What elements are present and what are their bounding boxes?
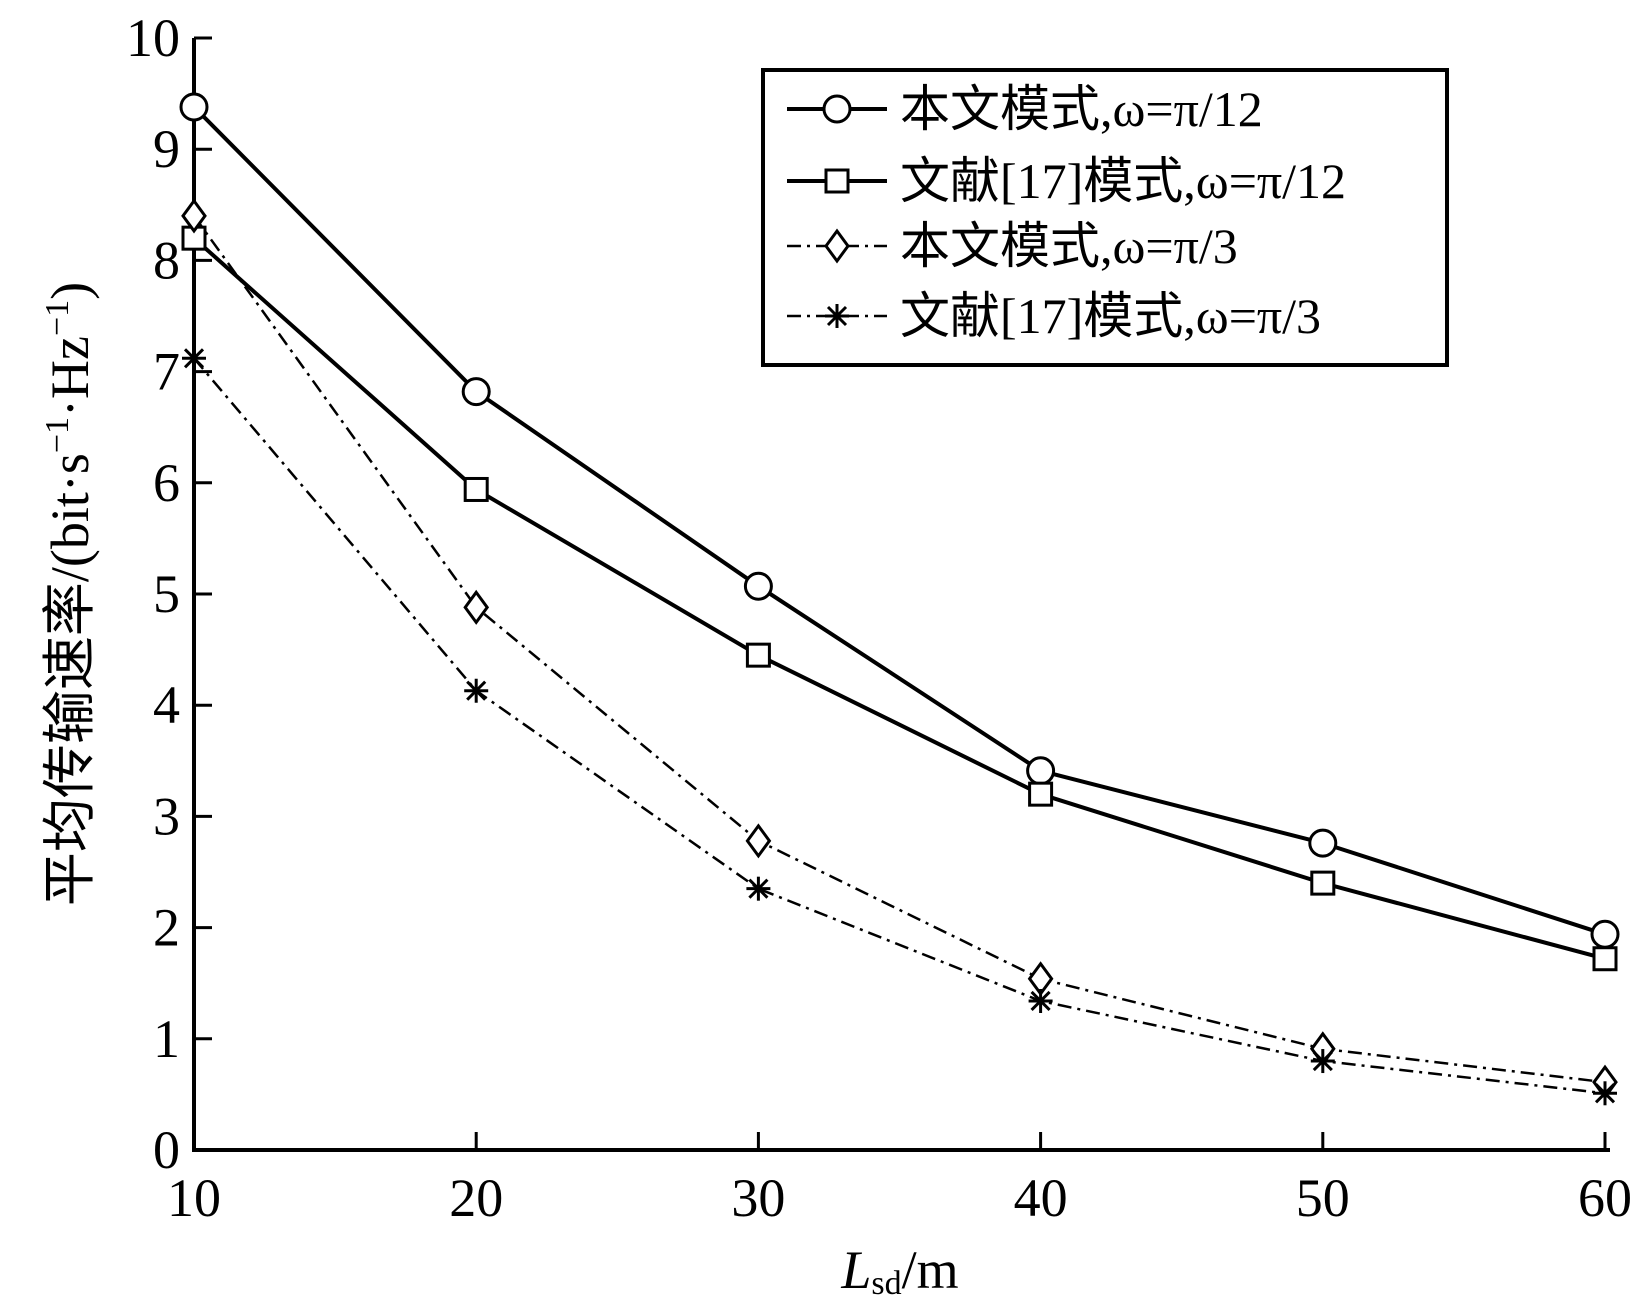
data-point-asterisk [746,876,771,901]
x-tick-label: 20 [449,1168,503,1228]
legend-label: 文献[17]模式,ω=π/12 [900,153,1346,209]
y-tick-label: 3 [153,786,180,846]
y-tick-label: 10 [126,8,180,68]
data-point-asterisk [182,346,206,371]
legend-label: 文献[17]模式,ω=π/3 [900,288,1321,344]
data-point-circle [461,377,491,407]
data-point-circle [179,92,209,122]
data-point-asterisk [464,678,489,703]
series-2 [181,225,1618,972]
series-1 [179,92,1620,949]
y-tick-label: 4 [153,675,180,735]
plot-area: 0 1 2 3 4 5 6 7 8 9 10 10 20 30 40 50 60 [126,8,1632,1228]
y-axis-title: 平均传输速率/(bit·s−1·Hz−1) [39,282,100,906]
legend-marker-square [824,168,850,194]
y-tick-label: 1 [153,1009,180,1069]
legend-item-4: 文献[17]模式,ω=π/3 [787,288,1321,344]
x-axis-title: Lsd/m [840,1240,958,1302]
x-tick-label: 10 [167,1168,221,1228]
data-point-square [1310,870,1336,896]
y-tick-label: 9 [153,119,180,179]
legend-item-3: 本文模式,ω=π/3 [787,218,1238,274]
data-point-square [1028,781,1054,807]
y-tick-label: 5 [153,564,180,624]
legend-label: 本文模式,ω=π/12 [900,81,1263,137]
data-point-diamond [463,589,490,625]
y-tick-label: 8 [153,230,180,290]
x-tick-label: 50 [1296,1168,1350,1228]
x-tick-label: 60 [1578,1168,1632,1228]
legend-item-1: 本文模式,ω=π/12 [787,81,1263,137]
data-point-circle [1308,828,1338,858]
series-line [192,215,1606,1084]
y-tick-label: 6 [153,453,180,513]
data-point-asterisk [1593,1081,1617,1106]
data-point-asterisk [1028,988,1053,1013]
y-tick-label: 0 [153,1120,180,1180]
legend-items: 本文模式,ω=π/12 文献[17]模式,ω=π/12 本文模式,ω=π/3 文献[1… [787,81,1346,344]
y-ticks: 0 1 2 3 4 5 6 7 8 9 10 [126,8,212,1180]
legend: 本文模式,ω=π/12 文献[17]模式,ω=π/12 本文模式,ω=π/3 文献[1… [761,68,1449,367]
y-tick-label: 2 [153,898,180,958]
series-4 [182,346,1617,1106]
data-point-diamond [181,198,207,234]
legend-item-2: 文献[17]模式,ω=π/12 [787,153,1346,209]
legend-marker-diamond [824,228,850,264]
y-tick-label: 7 [153,342,180,402]
series-layer [179,92,1620,1106]
legend-label: 本文模式,ω=π/3 [900,218,1238,274]
data-point-circle [743,571,773,601]
series-line [192,105,1606,937]
legend-marker-circle [822,94,852,124]
legend-marker-asterisk [825,304,849,328]
x-tick-label: 30 [731,1168,785,1228]
data-point-circle [1026,756,1056,786]
data-point-square [463,476,489,502]
data-point-asterisk [1310,1049,1335,1074]
data-point-square [1592,946,1618,972]
data-point-square [745,642,771,668]
x-tick-label: 40 [1014,1168,1068,1228]
series-line [193,357,1606,1095]
data-point-diamond [745,823,772,859]
data-point-circle [1590,919,1620,949]
series-line [192,236,1606,961]
x-ticks: 10 20 30 40 50 60 [167,1132,1632,1228]
